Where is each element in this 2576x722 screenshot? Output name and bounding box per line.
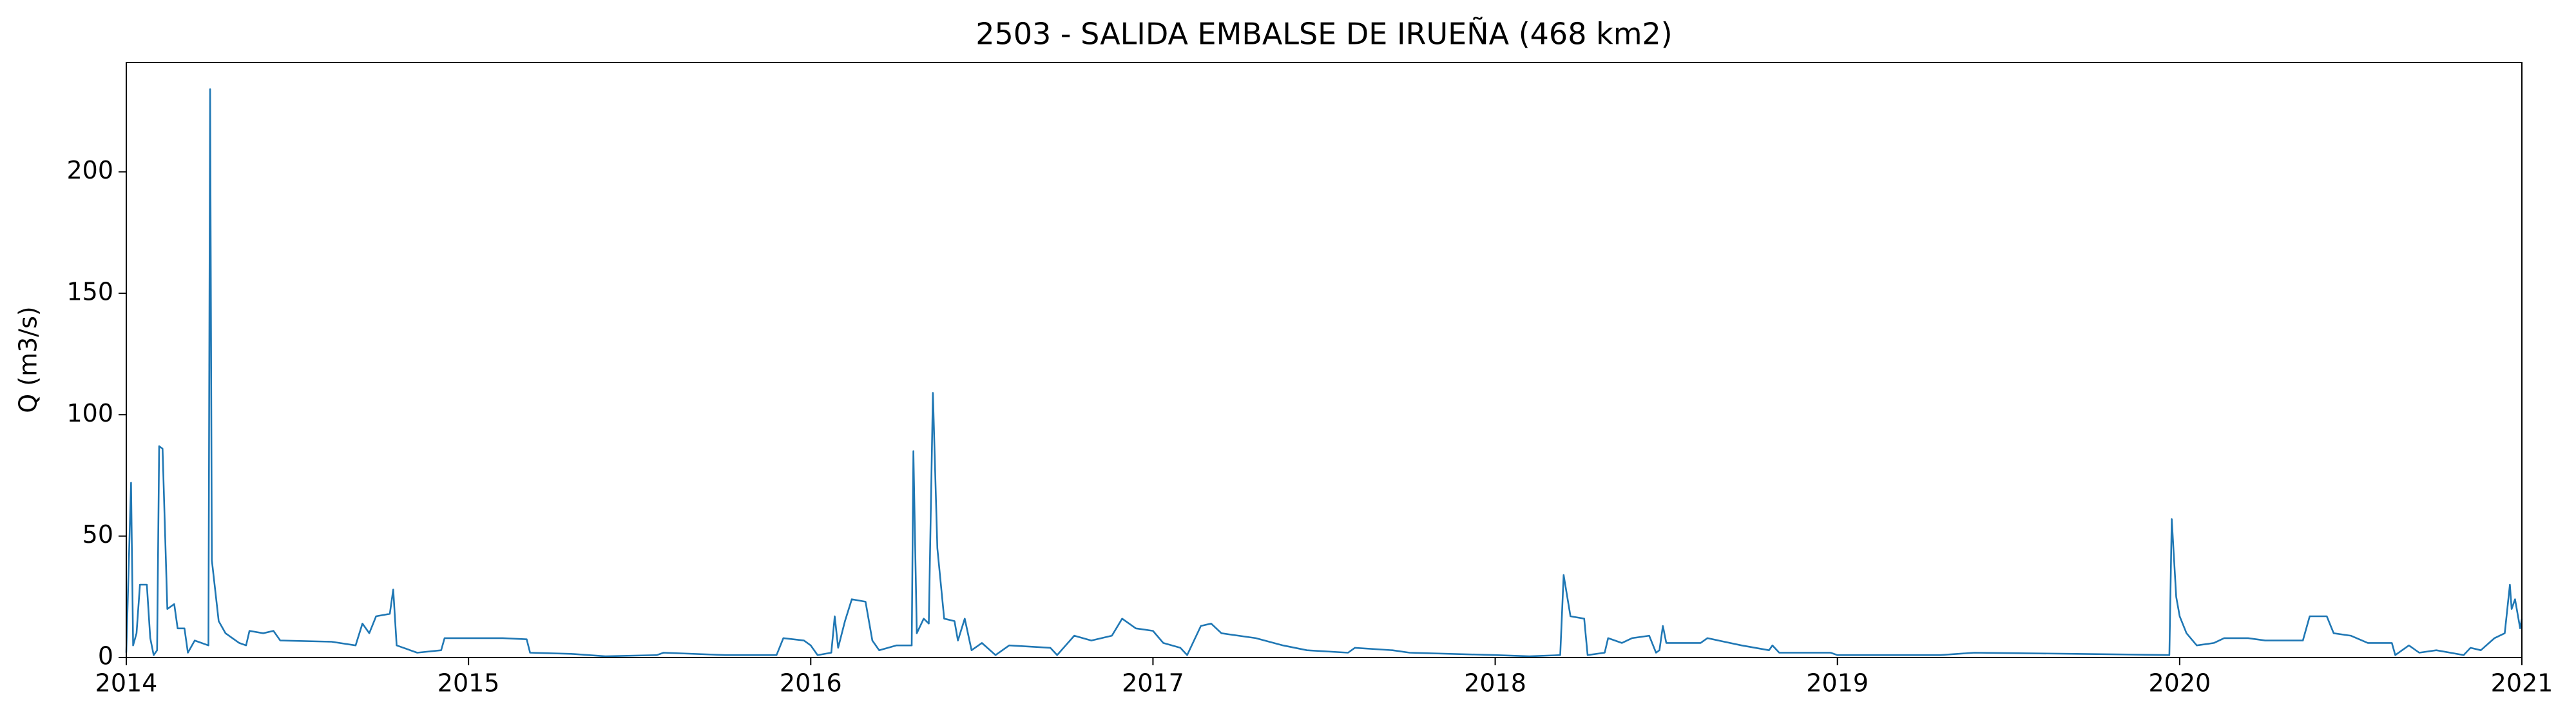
x-tick-label: 2014 bbox=[95, 669, 158, 698]
y-tick-label: 150 bbox=[66, 277, 113, 306]
y-tick-label: 100 bbox=[66, 399, 113, 427]
x-tick-label: 2016 bbox=[780, 669, 842, 698]
x-tick-label: 2019 bbox=[1806, 669, 1869, 698]
y-tick-label: 0 bbox=[98, 642, 113, 670]
plot-frame bbox=[126, 62, 2523, 658]
y-axis-label: Q (m3/s) bbox=[14, 306, 43, 413]
x-tick-label: 2021 bbox=[2491, 669, 2553, 698]
x-tick-label: 2015 bbox=[437, 669, 500, 698]
y-tick-label: 200 bbox=[66, 156, 113, 184]
y-tick-label: 50 bbox=[82, 520, 113, 549]
chart-title: 2503 - SALIDA EMBALSE DE IRUEÑA (468 km2… bbox=[976, 17, 1673, 52]
x-tick-label: 2020 bbox=[2148, 669, 2211, 698]
data-line bbox=[125, 88, 2523, 658]
x-tick-label: 2018 bbox=[1464, 669, 1526, 698]
x-tick-label: 2017 bbox=[1122, 669, 1184, 698]
